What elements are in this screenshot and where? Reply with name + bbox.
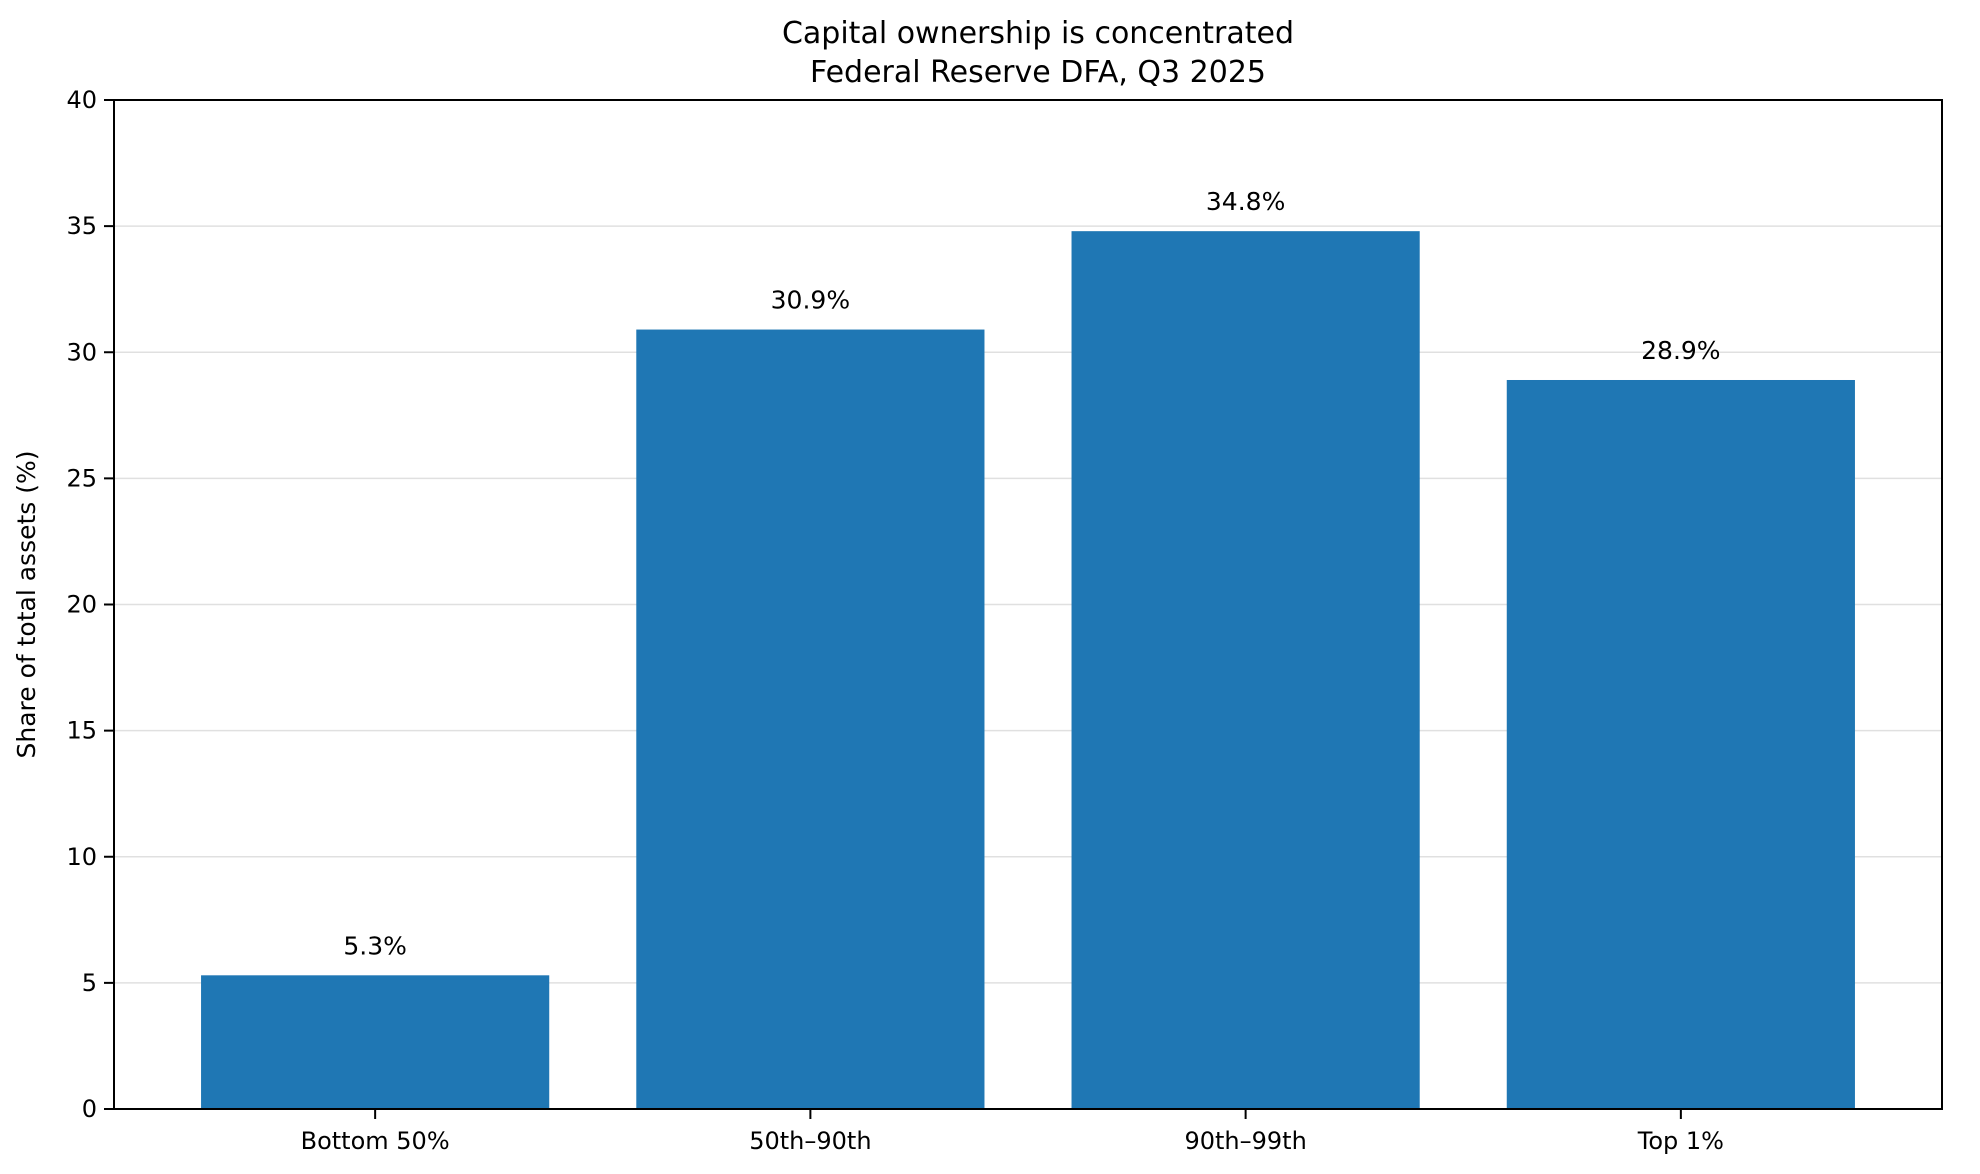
gridlines	[114, 225, 1942, 984]
bar-value-label: 28.9%	[1641, 336, 1720, 365]
y-tick-label: 5	[82, 969, 97, 997]
data-labels: 5.3% 30.9% 34.8% 28.9%	[343, 187, 1720, 960]
y-axis: 0 5 10 15 20 25 30 35 40	[66, 86, 114, 1123]
y-tick-label: 40	[66, 86, 97, 114]
x-tick-label: Top 1%	[1637, 1127, 1724, 1155]
y-tick-label: 0	[82, 1095, 97, 1123]
y-tick-label: 35	[66, 212, 97, 240]
x-tick-label: Bottom 50%	[301, 1127, 450, 1155]
x-tick-label: 50th–90th	[749, 1127, 871, 1155]
y-tick-label: 30	[66, 338, 97, 366]
y-tick-label: 25	[66, 464, 97, 492]
bar	[636, 329, 985, 1109]
x-axis: Bottom 50% 50th–90th 90th–99th Top 1%	[301, 1109, 1724, 1155]
chart-title-line-1: Capital ownership is concentrated	[782, 16, 1294, 51]
chart-title-line-2: Federal Reserve DFA, Q3 2025	[810, 55, 1266, 90]
bar	[201, 975, 550, 1109]
y-tick-label: 15	[66, 717, 97, 745]
y-tick-label: 10	[66, 843, 97, 871]
bar-value-label: 34.8%	[1206, 187, 1285, 216]
bar-value-label: 30.9%	[771, 286, 850, 315]
x-tick-label: 90th–99th	[1184, 1127, 1306, 1155]
bar	[1071, 231, 1420, 1110]
bars	[201, 231, 1855, 1110]
y-axis-label: Share of total assets (%)	[12, 450, 41, 758]
bar	[1506, 379, 1855, 1109]
bar-value-label: 5.3%	[343, 931, 407, 960]
y-tick-label: 20	[66, 591, 97, 619]
